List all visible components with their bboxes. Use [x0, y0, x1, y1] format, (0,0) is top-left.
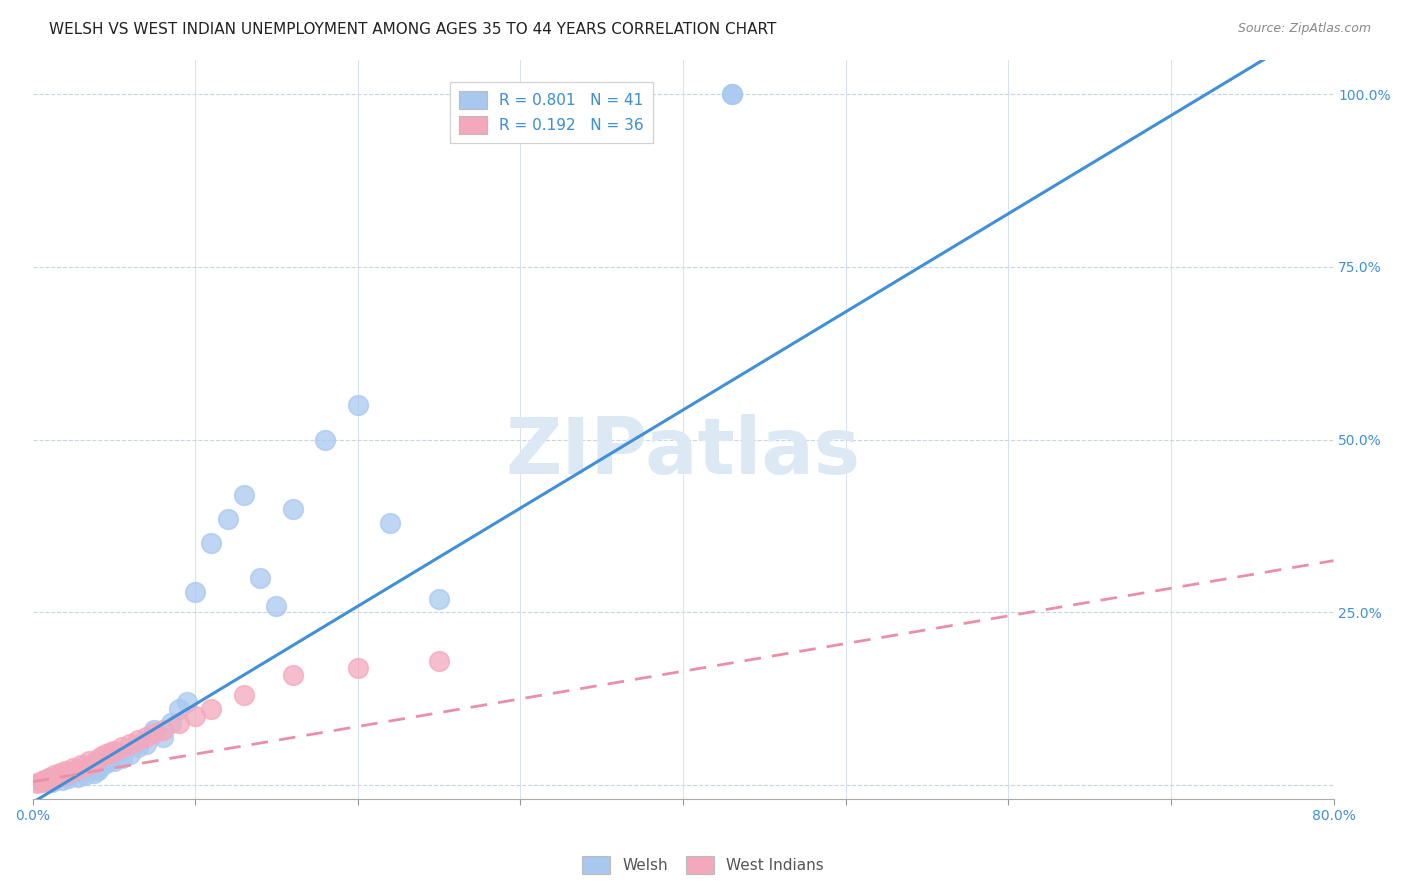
Point: [100, 745, 122, 759]
Point: [200, 536, 222, 550]
Point: [91, 749, 114, 764]
Point: [86, 763, 108, 777]
Point: [34, 774, 56, 789]
Point: [73, 759, 96, 773]
Point: [427, 591, 450, 606]
Point: [65, 763, 87, 777]
Point: [120, 737, 142, 751]
Point: [51, 772, 73, 787]
Point: [45, 770, 67, 784]
Point: [266, 599, 288, 613]
Point: [51, 768, 73, 782]
Point: [79, 761, 101, 775]
Text: ZIPatlas: ZIPatlas: [506, 414, 860, 490]
Point: [79, 754, 101, 768]
Point: [152, 730, 174, 744]
Text: Source: ZipAtlas.com: Source: ZipAtlas.com: [1237, 22, 1371, 36]
Point: [135, 730, 157, 744]
Point: [184, 584, 207, 599]
Point: [30, 774, 52, 789]
Point: [67, 770, 90, 784]
Point: [53, 768, 76, 782]
Point: [281, 667, 304, 681]
Point: [184, 709, 207, 723]
Point: [38, 772, 60, 786]
Point: [720, 87, 742, 102]
Point: [73, 768, 96, 782]
Point: [94, 756, 117, 771]
Point: [143, 726, 166, 740]
Point: [159, 716, 181, 731]
Point: [217, 512, 239, 526]
Point: [167, 702, 190, 716]
Point: [200, 702, 222, 716]
Point: [62, 761, 84, 775]
Point: [41, 772, 63, 787]
Point: [249, 571, 271, 585]
Point: [143, 723, 166, 737]
Point: [83, 765, 105, 780]
Point: [111, 740, 134, 755]
Text: WELSH VS WEST INDIAN UNEMPLOYMENT AMONG AGES 35 TO 44 YEARS CORRELATION CHART: WELSH VS WEST INDIAN UNEMPLOYMENT AMONG …: [49, 22, 776, 37]
Point: [152, 723, 174, 737]
Point: [176, 695, 198, 709]
Point: [346, 661, 368, 675]
Point: [83, 756, 105, 771]
Point: [32, 772, 55, 787]
Legend: Welsh, West Indians: Welsh, West Indians: [576, 850, 830, 880]
Point: [100, 752, 122, 766]
Point: [42, 768, 65, 782]
Point: [281, 501, 304, 516]
Point: [70, 757, 93, 772]
Point: [380, 516, 402, 530]
Point: [38, 772, 60, 786]
Legend: R = 0.801   N = 41, R = 0.192   N = 36: R = 0.801 N = 41, R = 0.192 N = 36: [450, 82, 652, 144]
Point: [34, 772, 56, 787]
Point: [167, 716, 190, 731]
Point: [135, 737, 157, 751]
Point: [86, 752, 108, 766]
Point: [94, 747, 117, 761]
Point: [103, 754, 125, 768]
Point: [103, 744, 125, 758]
Point: [49, 765, 72, 780]
Point: [127, 733, 149, 747]
Point: [120, 747, 142, 761]
Point: [346, 398, 368, 412]
Point: [62, 765, 84, 780]
Point: [41, 774, 63, 789]
Point: [45, 770, 67, 784]
Point: [30, 774, 52, 789]
Point: [720, 87, 742, 102]
Point: [70, 764, 93, 779]
Point: [27, 776, 49, 790]
Point: [232, 488, 254, 502]
Point: [111, 750, 134, 764]
Point: [53, 764, 76, 779]
Point: [314, 433, 336, 447]
Point: [427, 654, 450, 668]
Point: [58, 765, 80, 780]
Point: [127, 740, 149, 755]
Point: [90, 759, 112, 773]
Point: [58, 772, 80, 786]
Point: [232, 689, 254, 703]
